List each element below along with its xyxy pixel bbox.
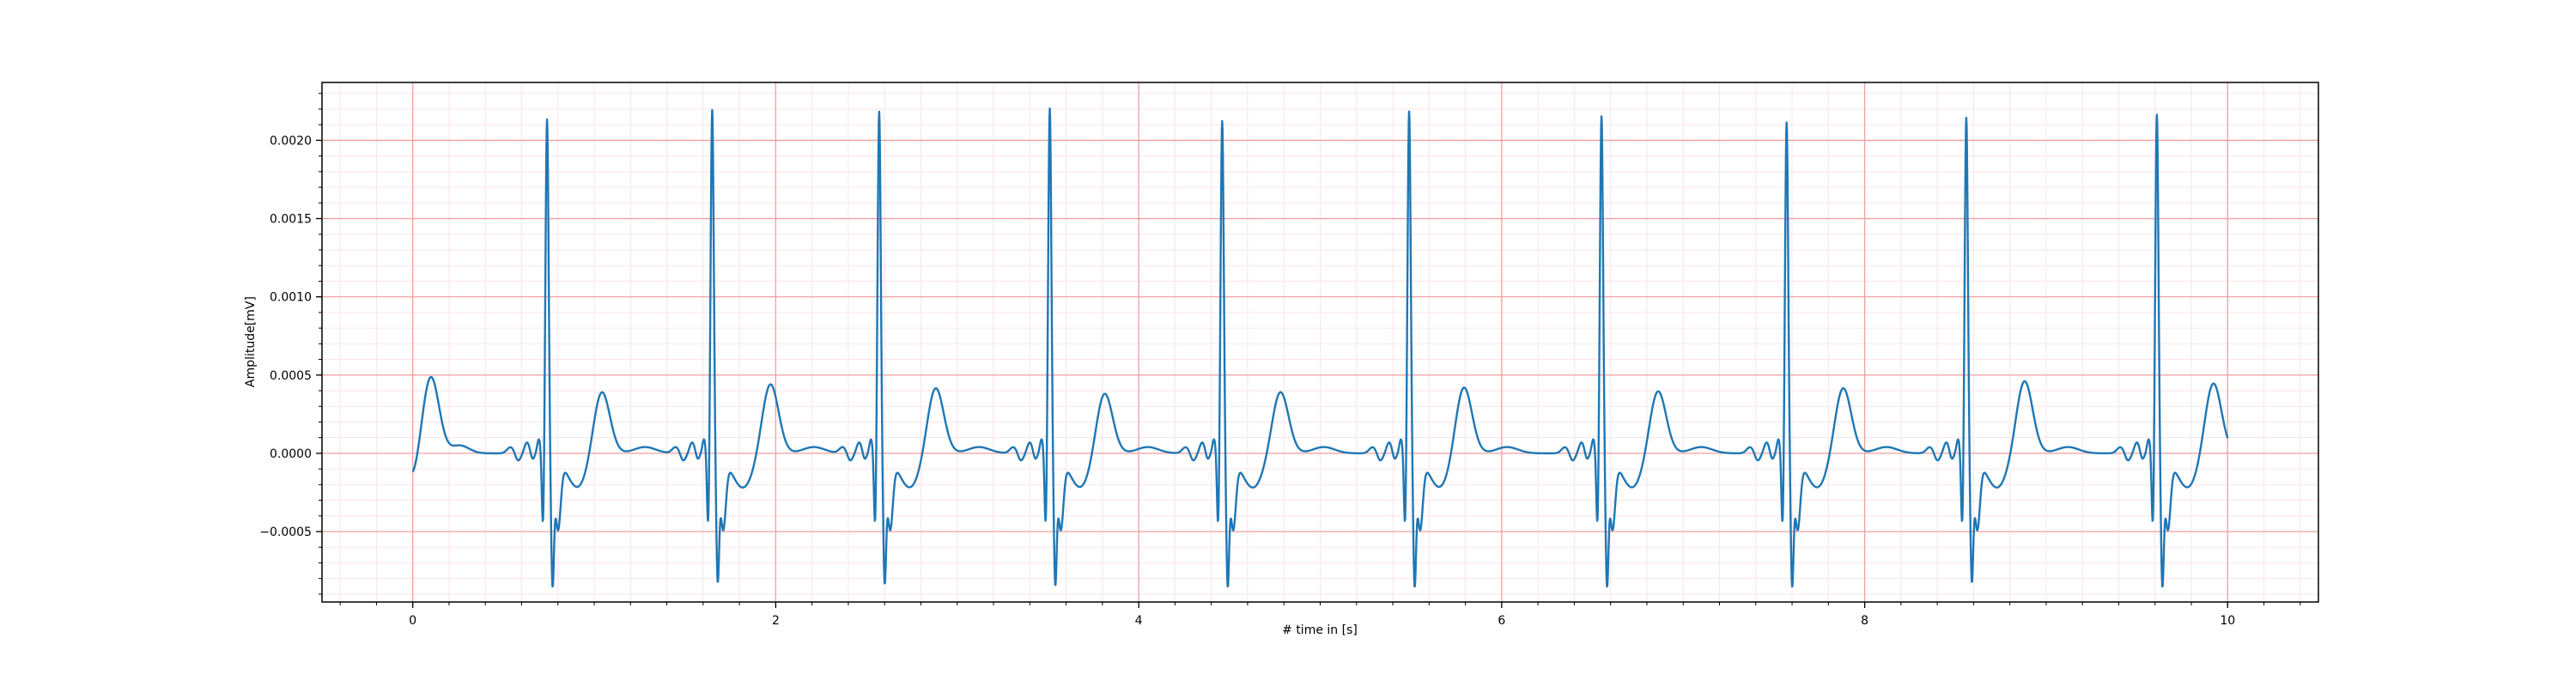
series-line [411,107,2229,588]
x-tick-label: 4 [1135,614,1143,628]
y-tick-label: 0.0015 [270,213,312,227]
x-tick-label: 0 [409,614,416,628]
x-tick-label: 6 [1498,614,1505,628]
y-tick-label: 0.0000 [270,447,312,461]
minor-grid [322,82,2318,602]
x-tick-label: 8 [1861,614,1868,628]
y-axis-label: Amplitude[mV] [244,296,258,387]
y-tick-label: 0.0005 [270,369,312,383]
x-axis: 0 2 4 6 8 10 [339,602,2301,628]
y-tick-label: −0.0005 [259,526,312,539]
y-axis: −0.0005 0.0000 0.0005 0.0010 0.0015 0.0020 [259,93,322,595]
major-grid [322,82,2318,602]
x-axis-label: # time in [s] [1282,623,1358,637]
y-tick-label: 0.0010 [270,291,312,305]
y-tick-label: 0.0020 [270,134,312,148]
x-tick-label: 10 [2220,614,2235,628]
x-tick-label: 2 [772,614,780,628]
